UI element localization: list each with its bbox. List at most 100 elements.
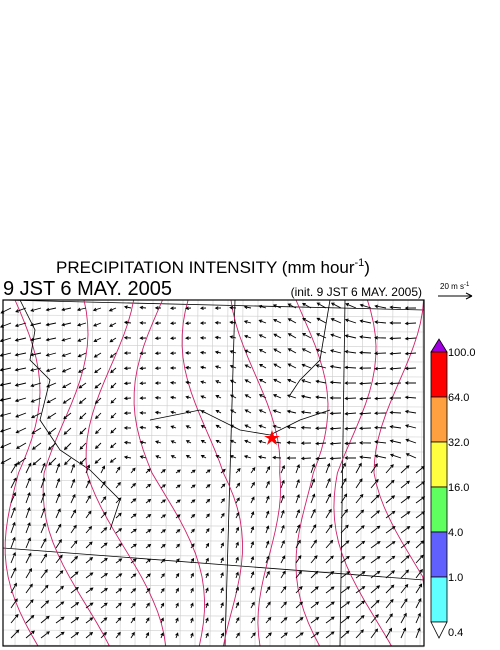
wind-arrow: [25, 614, 35, 624]
wind-arrow: [115, 631, 121, 639]
marker-star: [264, 430, 280, 445]
wind-arrow: [235, 482, 241, 489]
map-frame: [2, 299, 425, 647]
wind-arrow: [310, 478, 316, 489]
wind-arrow: [280, 509, 285, 519]
grid-line: [14, 299, 19, 647]
wind-arrow: [199, 350, 207, 355]
wind-arrow: [0, 382, 12, 387]
wind-arrow: [0, 352, 12, 357]
wind-arrow: [10, 582, 17, 594]
wind-arrow: [14, 322, 27, 328]
wind-arrow: [123, 440, 132, 445]
boundary: [2, 547, 425, 581]
wind-arrow: [169, 351, 177, 356]
wind-arrow: [315, 426, 327, 431]
wind-arrow: [40, 522, 46, 534]
wind-arrow: [370, 494, 380, 504]
grid-line: [224, 299, 229, 647]
wind-arrow: [25, 507, 31, 519]
wind-arrow: [63, 442, 72, 451]
wind-arrow: [359, 335, 372, 339]
wind-arrow: [200, 440, 207, 444]
wind-arrow: [55, 585, 64, 594]
wind-arrow: [265, 616, 272, 624]
wind-arrow: [400, 526, 411, 534]
wind-arrow: [400, 555, 410, 564]
wind-arrow: [85, 617, 94, 624]
contour: [295, 299, 329, 647]
wind-arrow: [214, 350, 222, 355]
wind-arrow: [273, 333, 282, 339]
colorbar-segment: [430, 486, 448, 533]
wind-arrow: [389, 351, 402, 356]
wind-arrow: [115, 617, 122, 624]
wind-arrow: [123, 305, 132, 309]
wind-arrow: [389, 321, 402, 325]
wind-arrow: [29, 322, 42, 327]
wind-arrow: [70, 478, 76, 489]
wind-arrow: [130, 602, 136, 609]
wind-arrow: [85, 495, 91, 504]
wind-arrow: [385, 540, 396, 549]
wind-arrow: [300, 456, 312, 461]
colorbar-top: [430, 338, 448, 353]
wind-arrow: [123, 455, 132, 460]
wind-arrow: [344, 318, 357, 324]
wind-arrow: [400, 627, 407, 639]
wind-arrow: [205, 483, 211, 489]
wind-arrow: [10, 492, 17, 504]
wind-arrow: [29, 337, 42, 342]
wind-arrow: [139, 305, 147, 310]
wind-arrow: [385, 464, 394, 474]
wind-arrow: [215, 424, 222, 429]
wind-arrow: [190, 484, 196, 489]
wind-arrow: [355, 525, 365, 534]
grid-line: [329, 299, 334, 647]
grid-line: [2, 419, 425, 423]
wind-arrow: [200, 395, 207, 399]
wind-arrow: [340, 477, 347, 489]
wind-arrow: [389, 366, 402, 371]
wind-arrow: [185, 410, 192, 414]
wind-arrow: [258, 409, 267, 414]
wind-arrow: [70, 631, 80, 639]
wind-arrow: [130, 482, 137, 489]
wind-arrow: [40, 600, 50, 609]
grid-line: [404, 299, 409, 647]
wind-arrow: [359, 426, 372, 431]
wind-arrow: [30, 412, 42, 419]
wind-arrow: [404, 409, 417, 414]
colorbar-label: 100.0: [448, 347, 476, 359]
wind-arrow: [205, 557, 209, 564]
wind-arrow: [286, 425, 297, 429]
wind-arrow: [10, 598, 18, 609]
wind-arrow: [329, 396, 342, 400]
wind-arrow: [229, 454, 237, 459]
wind-arrow: [325, 570, 335, 579]
wind-arrow: [370, 555, 381, 564]
wind-arrow: [15, 442, 27, 449]
wind-arrow: [329, 364, 342, 369]
wind-arrow: [415, 568, 423, 579]
wind-arrow: [95, 412, 102, 420]
grid-line: [2, 629, 425, 633]
wind-arrow: [374, 335, 387, 340]
wind-arrow: [220, 468, 226, 474]
wind-arrow: [265, 465, 271, 474]
wind-arrow: [404, 381, 417, 385]
wind-arrow: [295, 601, 304, 609]
wind-arrow: [404, 321, 417, 326]
wind-arrow: [355, 478, 363, 489]
wind-arrow: [250, 541, 255, 549]
wind-arrow: [316, 317, 327, 324]
wind-arrow: [200, 425, 207, 429]
wind-arrow: [185, 321, 192, 326]
wind-arrow: [145, 602, 150, 609]
wind-arrow: [79, 457, 87, 465]
wind-arrow: [265, 480, 270, 489]
wind-arrow: [340, 462, 346, 474]
wind-arrow: [25, 537, 31, 549]
grid-line: [2, 434, 425, 438]
wind-arrow: [229, 379, 237, 384]
